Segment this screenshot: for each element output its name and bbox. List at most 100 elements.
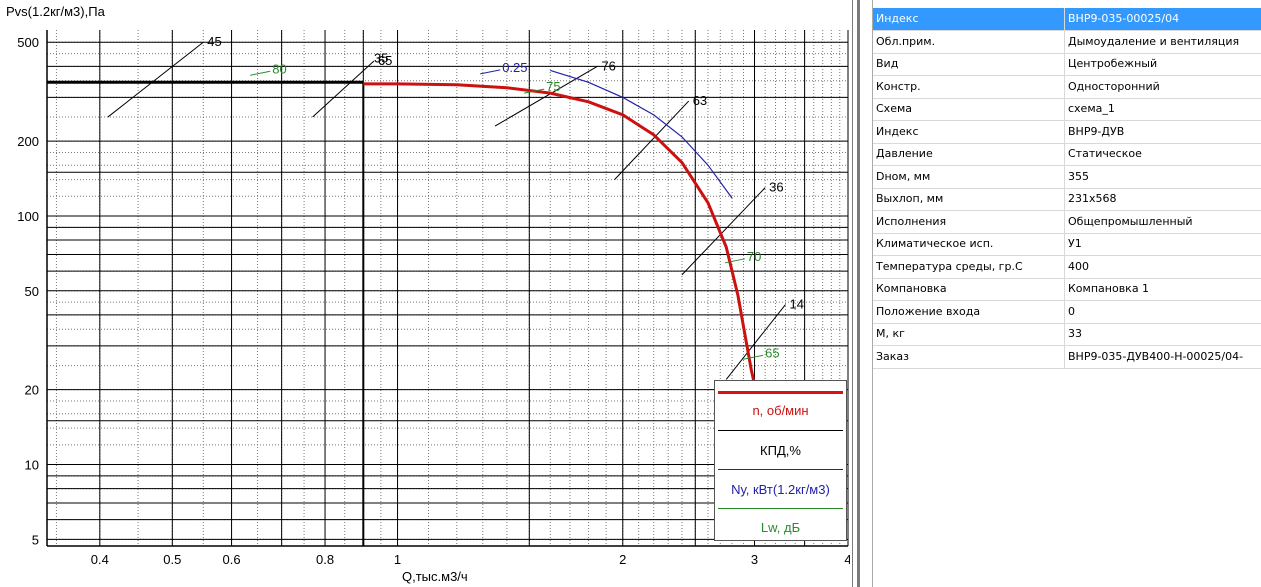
property-row[interactable]: Климатическое исп. У1 (873, 233, 1261, 256)
y-tick-label: 100 (17, 209, 39, 224)
property-row[interactable]: Констр. Односторонний (873, 75, 1261, 99)
property-key: M, кг (876, 327, 905, 340)
fan-performance-chart: 0.4 0.5 0.6 0.8 1 2 3 4 5 10 20 50 100 200 500 45 65 76 63… (6, 4, 850, 584)
property-row[interactable]: Индекс ВНР9-ДУВ (873, 120, 1261, 144)
legend-ny-swatch (718, 469, 843, 470)
y-tick-label: 500 (17, 35, 39, 50)
annotation-leader (480, 69, 501, 75)
legend-lw-label: Lw, дБ (760, 520, 801, 535)
property-column-divider (1064, 323, 1065, 345)
property-key: Положение входа (876, 304, 981, 318)
speed-curve (363, 82, 756, 385)
annotation-label: 80 (272, 61, 286, 76)
legend-n-label: n, об/мин (752, 403, 809, 418)
property-column-divider (1064, 188, 1065, 210)
splitter-bar[interactable] (857, 0, 860, 587)
property-row[interactable]: M, кг 33 (873, 323, 1261, 346)
property-row[interactable]: Обл.прим. Дымоудаление и вентиляция (873, 30, 1261, 54)
property-value: 33 (1068, 327, 1082, 340)
annotation-label: 35 (374, 50, 388, 65)
efficiency-line (107, 41, 204, 118)
property-key: Схема (876, 102, 912, 115)
property-key: Заказ (876, 349, 910, 363)
property-value: Центробежный (1068, 57, 1158, 70)
property-row[interactable]: Компановка Компановка 1 (873, 278, 1261, 301)
efficiency-line (725, 304, 786, 380)
property-row[interactable]: Исполнения Общепромышленный (873, 210, 1261, 234)
efficiency-line (312, 60, 375, 118)
x-axis-label: Q,тыс.м3/ч (402, 569, 468, 584)
panel-splitter[interactable] (852, 0, 875, 587)
efficiency-line (494, 65, 598, 127)
y-tick-label: 10 (25, 458, 39, 473)
legend-kpd-swatch (718, 430, 843, 431)
property-column-divider (1064, 210, 1065, 233)
legend-lw-swatch (718, 508, 843, 509)
annotation-leader (743, 354, 764, 360)
property-value: У1 (1068, 237, 1082, 250)
property-column-divider (1064, 300, 1065, 323)
property-key: Исполнения (876, 214, 947, 228)
property-key: Выхлоп, мм (876, 192, 944, 205)
x-tick-label: 4 (844, 552, 850, 567)
x-tick-label: 0.6 (223, 552, 241, 567)
property-row[interactable]: Индекс ВНР9-035-00025/04 (873, 8, 1261, 31)
y-tick-label: 50 (25, 284, 39, 299)
property-column-divider (1064, 30, 1065, 53)
legend-ny-label: Nу, кВт(1.2кг/м3) (731, 482, 830, 497)
annotation-leader (250, 70, 271, 76)
efficiency-line-label: 76 (601, 58, 615, 73)
property-key: Компановка (876, 282, 947, 295)
property-key: Dном, мм (876, 169, 931, 183)
property-column-divider (1064, 98, 1065, 120)
property-value: 355 (1068, 169, 1089, 183)
property-value: ВНР9-035-ДУВ400-Н-00025/04- (1068, 349, 1244, 363)
property-column-divider (1064, 255, 1065, 278)
property-column-divider (1064, 233, 1065, 255)
property-value: 231x568 (1068, 192, 1117, 205)
property-column-divider (1064, 8, 1065, 30)
property-key: Индекс (876, 12, 919, 25)
efficiency-line (614, 100, 690, 180)
y-tick-label: 20 (25, 383, 39, 398)
property-row[interactable]: Схема схема_1 (873, 98, 1261, 121)
chart-legend: n, об/мин КПД,% Nу, кВт(1.2кг/м3) Lw, дБ (714, 380, 847, 541)
efficiency-line-label: 45 (207, 34, 221, 49)
property-row[interactable]: Заказ ВНР9-035-ДУВ400-Н-00025/04- (873, 345, 1261, 369)
property-key: Климатическое исп. (876, 237, 994, 250)
property-value: Дымоудаление и вентиляция (1068, 34, 1240, 48)
annotation-leader (724, 258, 745, 264)
efficiency-line-label: 63 (693, 93, 707, 108)
property-value: Общепромышленный (1068, 214, 1193, 228)
x-tick-label: 1 (394, 552, 401, 567)
annotation-label: 0.25 (502, 60, 527, 75)
x-tick-label: 0.4 (91, 552, 109, 567)
property-value: схема_1 (1068, 102, 1115, 115)
property-row[interactable]: Вид Центробежный (873, 53, 1261, 76)
property-row[interactable]: Положение входа 0 (873, 300, 1261, 324)
property-value: Статическое (1068, 147, 1142, 160)
legend-n-swatch (718, 391, 843, 394)
property-row[interactable]: Давление Статическое (873, 143, 1261, 166)
annotation-leader (524, 88, 545, 94)
property-key: Констр. (876, 79, 921, 93)
property-key: Температура среды, гр.С (876, 259, 1023, 273)
efficiency-line (681, 187, 766, 276)
x-tick-label: 0.8 (316, 552, 334, 567)
property-row[interactable]: Dном, мм 355 (873, 165, 1261, 189)
annotation-label: 75 (546, 79, 560, 94)
property-row[interactable]: Температура среды, гр.С 400 (873, 255, 1261, 279)
property-key: Обл.прим. (876, 34, 936, 48)
property-value: Компановка 1 (1068, 282, 1150, 295)
y-tick-label: 5 (32, 532, 39, 547)
properties-panel: Индекс ВНР9-035-00025/04 Обл.прим. Дымоудал… (872, 0, 1261, 587)
annotation-label: 70 (747, 249, 761, 264)
property-value: 0 (1068, 304, 1075, 318)
annotation-label: 65 (765, 345, 779, 360)
property-column-divider (1064, 345, 1065, 368)
property-row[interactable]: Выхлоп, мм 231x568 (873, 188, 1261, 211)
property-column-divider (1064, 278, 1065, 300)
property-key: Индекс (876, 124, 919, 138)
y-tick-label: 200 (17, 134, 39, 149)
